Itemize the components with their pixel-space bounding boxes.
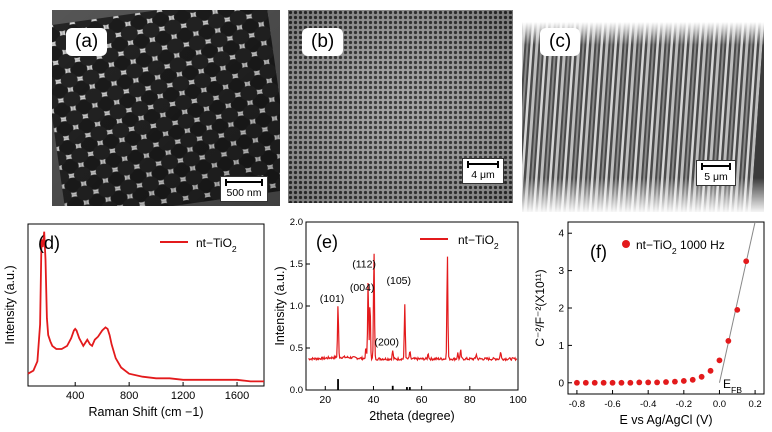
sem-image-c: (c) 5 μm [522,22,764,212]
data-point-f [689,376,696,383]
x-tick-label-f: -0.6 [604,399,620,410]
data-point-f [591,379,598,386]
data-point-f [645,379,652,386]
raman-chart: 400 800 1200 1600 nt−TiO2 (d) Raman Shift (cm … [3,223,265,419]
peak-annotation-e: (112) [352,258,376,270]
scale-bar-c: 5 μm [696,160,736,186]
xrd-series-line [308,253,518,362]
linear-fit-line-f [718,221,756,383]
peak-annotation-e: (105) [387,275,412,287]
y-tick-label-f: 2 [558,304,564,315]
data-point-f [725,338,732,344]
data-point-f [743,258,750,265]
x-tick-label-f: 0.0 [713,399,726,410]
x-tick-label-d: 800 [120,390,138,402]
legend-marker-f [622,240,630,248]
x-tick-label-d: 1600 [225,390,249,402]
data-point-f [600,379,607,386]
panel-label-f: (f) [590,242,607,262]
panel-label-e: (e) [316,232,338,252]
panel-label-b: (b) [302,28,344,56]
legend-label-f: nt−TiO2 1000 Hz [636,238,725,256]
x-tick-label-e: 40 [368,394,380,406]
legend-label-d: nt−TiO2 [196,236,237,254]
y-axis-label-f: C⁻²/F⁻²(X10¹¹) [533,269,547,346]
y-tick-label-e: 0.0 [290,385,303,396]
x-tick-label-f: 0.2 [748,399,761,410]
y-tick-label-f: 1 [558,341,564,352]
scale-bar-b: 4 μm [462,158,504,184]
panel-label-c: (c) [540,28,581,56]
data-point-f [672,378,678,385]
x-tick-label-f: -0.8 [569,399,585,410]
x-tick-label-e: 60 [416,394,428,406]
x-tick-label-e: 80 [464,394,476,406]
y-tick-label-e: 1.0 [290,301,303,312]
x-tick-label-e: 20 [319,394,331,406]
data-point-f [618,379,625,386]
raman-series-line [27,231,264,383]
plot-frame-d [27,223,265,387]
data-point-f [636,379,643,386]
data-point-f [663,379,669,385]
y-tick-label-e: 2.0 [290,217,303,228]
data-point-f [707,367,714,374]
x-axis-label-f: E vs Ag/AgCl (V) [619,413,712,427]
peak-annotation-e: (004) [350,282,375,294]
x-axis-label-d: Raman Shift (cm −1) [89,405,204,419]
y-tick-label-e: 1.5 [290,259,303,270]
scale-label-b: 4 μm [471,169,495,181]
x-axis-label-e: 2theta (degree) [369,409,454,423]
data-point-f [582,379,589,386]
efb-label-f: EFB [723,377,742,395]
x-tick-label-d: 400 [66,390,84,402]
x-tick-label-d: 1200 [171,390,195,402]
data-point-f [716,357,723,364]
y-tick-label-f: 0 [558,378,564,389]
sem-image-a: (a) 500 nm [52,10,280,206]
data-point-f [609,379,616,386]
x-tick-label-f: -0.4 [640,399,656,410]
data-point-f [734,306,741,313]
scale-label-a: 500 nm [226,187,262,199]
y-tick-label-f: 4 [558,229,564,240]
data-point-f [680,378,687,384]
panel-label-a: (a) [66,28,108,56]
xrd-chart: 20 40 60 80 100 0.0 0.5 1.0 1.5 2.0 (101) (004) (112… [273,217,527,423]
y-axis-label-e: Intensity (a.u.) [273,266,287,345]
peak-annotation-e: (200) [374,336,399,348]
y-axis-label-d: Intensity (a.u.) [3,265,17,344]
peak-annotation-e: (101) [320,293,345,305]
pore-pattern-b [288,10,513,203]
legend-label-e: nt−TiO2 [458,233,499,251]
scale-bar-a: 500 nm [220,176,268,202]
data-point-f [654,379,660,386]
y-tick-label-f: 3 [558,266,564,277]
x-tick-label-f: -0.2 [676,399,692,410]
mott-schottky-chart: -0.8 -0.6 -0.4 -0.2 0.0 0.2 0 1 2 3 4 nt−TiO2 1000 … [533,221,765,427]
panel-label-d: (d) [38,233,60,253]
sem-image-b: (b) 4 μm [288,10,513,203]
data-point-f [627,379,634,386]
data-point-f [698,373,705,380]
data-point-f [574,379,580,386]
x-tick-label-e: 100 [509,394,527,406]
scale-label-c: 5 μm [704,171,728,183]
y-tick-label-e: 0.5 [290,343,303,354]
